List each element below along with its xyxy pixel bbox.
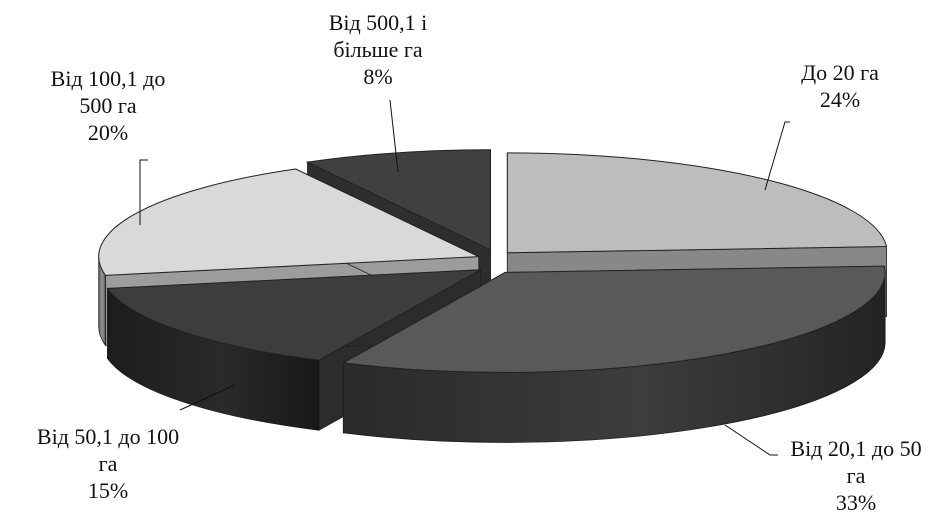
leader-line-2 <box>179 384 236 411</box>
slice-outer-wall-shade-3-0 <box>98 256 106 346</box>
slice-label-line-1-0: Від 20,1 до 50 <box>790 436 921 461</box>
slice-label-line-1-1: га <box>847 463 866 488</box>
slice-label-line-3-0: Від 100,1 до <box>51 66 166 91</box>
leader-line-1 <box>724 424 778 456</box>
slice-percent-1: 33% <box>836 490 876 515</box>
slice-percent-3: 20% <box>88 120 128 145</box>
slice-label-4: Від 500,1 і більше га 8% <box>329 10 428 89</box>
slice-outer-wall-shade-1-0 <box>343 272 886 443</box>
pie-slice-3 <box>98 168 479 276</box>
leader-line-3 <box>139 159 148 225</box>
slice-label-line-4-0: Від 500,1 і <box>329 10 428 35</box>
slice-label-0: До 20 га 24% <box>801 60 879 112</box>
slice-label-line-3-1: 500 га <box>79 93 137 118</box>
slice-label-line-2-0: Від 50,1 до 100 <box>37 424 179 449</box>
slice-label-line-2-1: га <box>99 451 118 476</box>
slice-label-3: Від 100,1 до 500 га 20% <box>51 66 166 145</box>
slice-percent-4: 8% <box>363 64 392 89</box>
slice-percent-0: 24% <box>820 87 860 112</box>
slice-label-line-0-0: До 20 га <box>801 60 879 85</box>
slice-label-2: Від 50,1 до 100 га 15% <box>37 424 179 503</box>
leader-line-0 <box>764 121 790 191</box>
slice-label-1: Від 20,1 до 50 га 33% <box>790 436 921 515</box>
slice-label-line-4-1: більше га <box>333 37 423 62</box>
pie-slice-1 <box>341 265 886 373</box>
slice-percent-2: 15% <box>88 478 128 503</box>
pie-slice-2 <box>106 269 482 361</box>
leader-line-4 <box>389 99 399 173</box>
pie-slice-0 <box>506 152 888 254</box>
